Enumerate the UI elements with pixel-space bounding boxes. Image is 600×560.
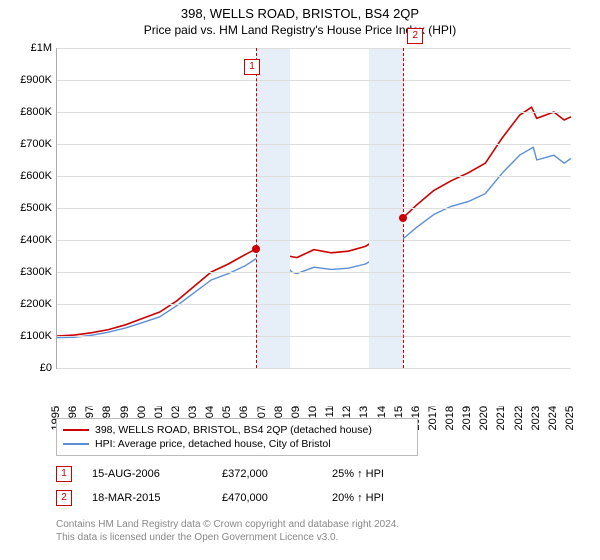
legend-item: 398, WELLS ROAD, BRISTOL, BS4 2QP (detac… — [63, 423, 411, 437]
gridline — [57, 176, 571, 177]
sales-row-diff: 20% ↑ HPI — [332, 492, 384, 504]
y-tick-label: £200K — [0, 298, 52, 310]
legend-label: HPI: Average price, detached house, City… — [95, 438, 331, 450]
y-tick-label: £300K — [0, 266, 52, 278]
gridline — [57, 80, 571, 81]
sale-badge: 2 — [407, 28, 423, 44]
attribution: Contains HM Land Registry data © Crown c… — [56, 518, 570, 544]
gridline — [57, 240, 571, 241]
gridline — [57, 336, 571, 337]
sale-vertical-rule — [403, 48, 404, 368]
y-tick-label: £700K — [0, 138, 52, 150]
sales-row-price: £372,000 — [222, 468, 312, 480]
gridline — [57, 48, 571, 49]
sales-row-badge: 2 — [56, 490, 72, 506]
legend: 398, WELLS ROAD, BRISTOL, BS4 2QP (detac… — [56, 418, 418, 456]
sales-row: 2 18-MAR-2015 £470,000 20% ↑ HPI — [56, 486, 570, 510]
chart-container: 398, WELLS ROAD, BRISTOL, BS4 2QP Price … — [0, 0, 600, 560]
sales-row: 1 15-AUG-2006 £372,000 25% ↑ HPI — [56, 462, 570, 486]
y-tick-label: £0 — [0, 362, 52, 374]
gridline — [57, 144, 571, 145]
y-tick-label: £400K — [0, 234, 52, 246]
y-tick-label: £1M — [0, 42, 52, 54]
sale-vertical-rule — [256, 48, 257, 368]
sale-badge: 1 — [244, 59, 260, 75]
legend-swatch — [63, 429, 89, 431]
sales-row-badge: 1 — [56, 466, 72, 482]
gridline — [57, 112, 571, 113]
x-axis-labels: 1995199619971998199920002001200220032004… — [56, 370, 570, 412]
gridline — [57, 272, 571, 273]
attribution-line1: Contains HM Land Registry data © Crown c… — [56, 518, 570, 531]
legend-item: HPI: Average price, detached house, City… — [63, 437, 411, 451]
x-tick-label: 2022 — [513, 406, 525, 430]
legend-swatch — [63, 443, 89, 445]
title-subtitle: Price paid vs. HM Land Registry's House … — [0, 23, 600, 37]
title-block: 398, WELLS ROAD, BRISTOL, BS4 2QP Price … — [0, 0, 600, 37]
series-property — [57, 107, 571, 336]
x-tick-label: 2019 — [461, 406, 473, 430]
sale-marker — [252, 245, 260, 253]
gridline — [57, 368, 571, 369]
gridline — [57, 208, 571, 209]
gridline — [57, 304, 571, 305]
y-axis-labels: £0£100K£200K£300K£400K£500K£600K£700K£80… — [0, 48, 52, 368]
x-tick-label: 2017 — [427, 406, 439, 430]
x-tick-label: 2024 — [547, 406, 559, 430]
x-tick-label: 2018 — [444, 406, 456, 430]
plot-area: 12 — [56, 48, 571, 369]
x-tick-label: 2021 — [495, 406, 507, 430]
x-tick-label: 2023 — [530, 406, 542, 430]
y-tick-label: £800K — [0, 106, 52, 118]
y-tick-label: £900K — [0, 74, 52, 86]
sales-row-date: 15-AUG-2006 — [92, 468, 202, 480]
y-tick-label: £600K — [0, 170, 52, 182]
attribution-line2: This data is licensed under the Open Gov… — [56, 531, 570, 544]
sales-row-diff: 25% ↑ HPI — [332, 468, 384, 480]
sales-row-date: 18-MAR-2015 — [92, 492, 202, 504]
legend-label: 398, WELLS ROAD, BRISTOL, BS4 2QP (detac… — [95, 424, 372, 436]
y-tick-label: £100K — [0, 330, 52, 342]
sales-table: 1 15-AUG-2006 £372,000 25% ↑ HPI 2 18-MAR-201… — [56, 462, 570, 510]
sale-marker — [399, 214, 407, 222]
y-tick-label: £500K — [0, 202, 52, 214]
x-tick-label: 2025 — [564, 406, 576, 430]
title-address: 398, WELLS ROAD, BRISTOL, BS4 2QP — [0, 6, 600, 21]
sales-row-price: £470,000 — [222, 492, 312, 504]
x-tick-label: 2020 — [478, 406, 490, 430]
